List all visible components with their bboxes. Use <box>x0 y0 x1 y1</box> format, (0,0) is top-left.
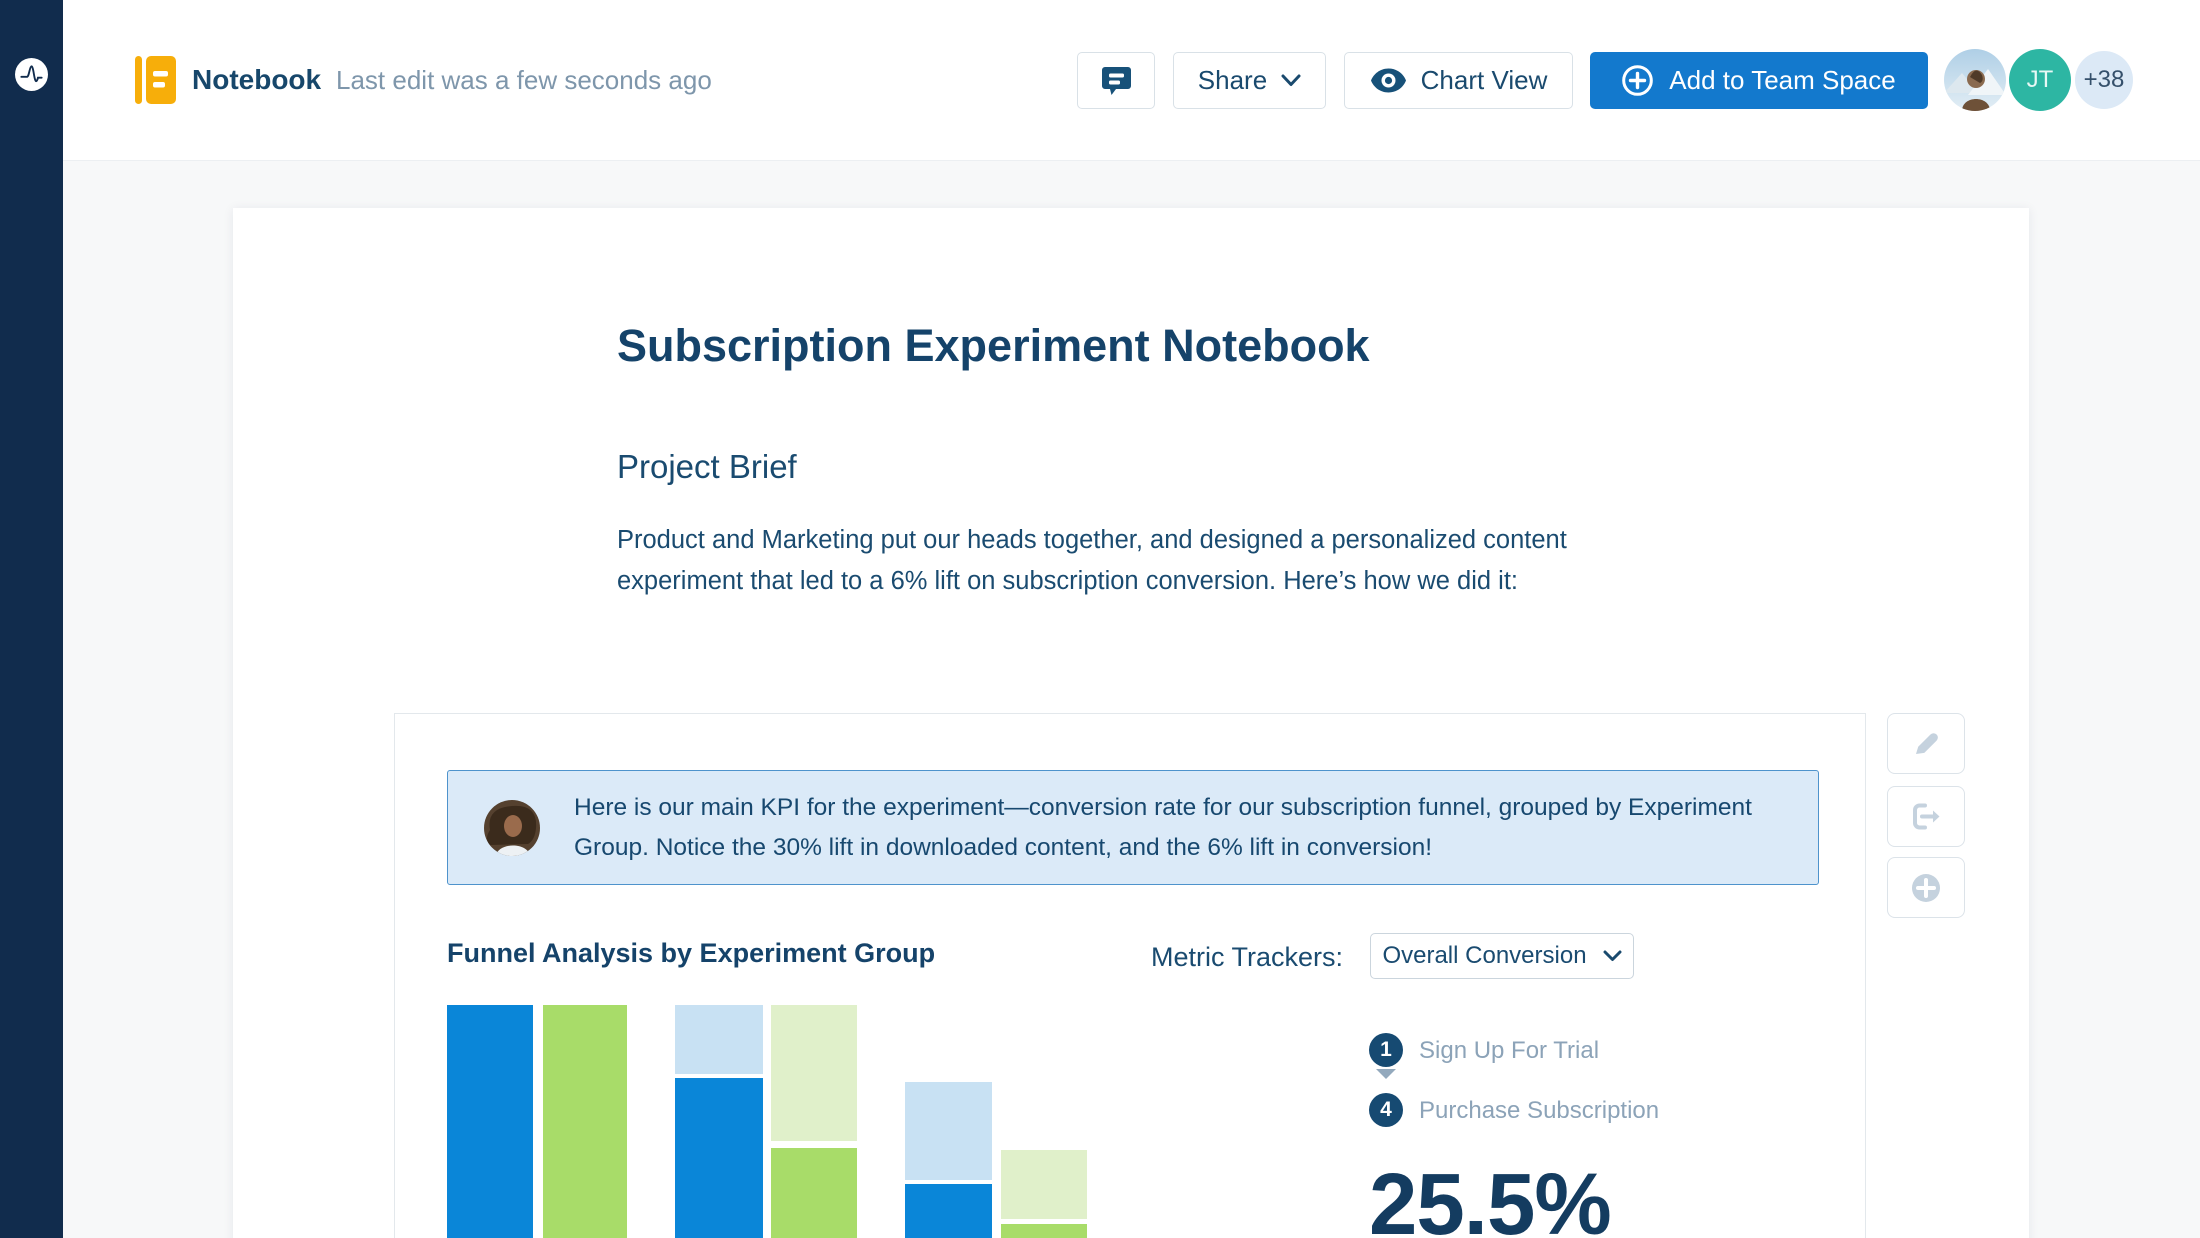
funnel-step-number: 1 <box>1380 1038 1392 1061</box>
funnel-bar-step2-green-dropoff[interactable] <box>771 1005 857 1141</box>
document-title: Subscription Experiment Notebook <box>617 320 1370 371</box>
comment-callout[interactable]: Here is our main KPI for the experiment—… <box>447 770 1819 885</box>
funnel-bar-step3-green[interactable] <box>1001 1224 1087 1238</box>
metric-tracker-selected-value: Overall Conversion <box>1382 942 1587 969</box>
add-to-team-space-button[interactable]: Add to Team Space <box>1590 52 1928 109</box>
funnel-bar-step2-blue[interactable] <box>675 1078 763 1238</box>
collaborator-overflow-count[interactable]: +38 <box>2075 51 2133 109</box>
funnel-bar-step3-blue[interactable] <box>905 1184 992 1238</box>
avatar-overflow-text: +38 <box>2083 66 2125 93</box>
avatar-initials-text: JT <box>2026 66 2054 93</box>
add-block-button[interactable] <box>1887 857 1965 918</box>
comment-text: Here is our main KPI for the experiment—… <box>574 793 1752 861</box>
funnel-bar-step1-green[interactable] <box>543 1005 627 1238</box>
funnel-bar-step1-blue[interactable] <box>447 1005 533 1238</box>
metric-tracker-select[interactable]: Overall Conversion <box>1370 933 1634 979</box>
chart-view-button[interactable]: Chart View <box>1344 52 1573 109</box>
notebook-document: Subscription Experiment Notebook Project… <box>233 208 2029 1238</box>
section-body-text: Product and Marketing put our heads toge… <box>617 526 1567 595</box>
page-title: Notebook <box>192 64 322 95</box>
chart-block: Here is our main KPI for the experiment—… <box>394 713 1866 1238</box>
eye-icon <box>1370 68 1406 93</box>
funnel-step-number-badge: 4 <box>1369 1093 1403 1127</box>
export-block-button[interactable] <box>1887 786 1965 847</box>
chevron-down-icon <box>1281 74 1301 86</box>
funnel-bar-step2-blue-dropoff[interactable] <box>675 1005 763 1074</box>
plus-circle-icon <box>1622 65 1654 96</box>
comment-bubble-icon <box>1101 67 1131 95</box>
add-to-team-space-label: Add to Team Space <box>1669 65 1896 95</box>
section-heading: Project Brief <box>617 448 797 485</box>
chart-view-label: Chart View <box>1420 65 1548 95</box>
left-nav-rail <box>0 0 63 1238</box>
triangle-down-icon <box>1376 1069 1396 1079</box>
comment-author-avatar <box>484 800 540 856</box>
chart-title: Funnel Analysis by Experiment Group <box>447 938 936 968</box>
funnel-bar-step3-blue-dropoff[interactable] <box>905 1082 992 1180</box>
funnel-bar-step2-green[interactable] <box>771 1148 857 1238</box>
share-button[interactable]: Share <box>1173 52 1326 109</box>
funnel-step-label: Sign Up For Trial <box>1419 1037 1600 1064</box>
funnel-step-number: 4 <box>1380 1098 1392 1121</box>
overall-conversion-value: 25.5% <box>1369 1156 1612 1238</box>
edit-block-button[interactable] <box>1887 713 1965 774</box>
comment-avatar-image <box>484 800 540 856</box>
plus-circle-icon <box>1912 873 1940 902</box>
export-icon <box>1912 803 1939 830</box>
collaborator-avatar-initials[interactable]: JT <box>2009 49 2071 111</box>
last-edit-status: Last edit was a few seconds ago <box>336 64 712 95</box>
funnel-step-number-badge: 1 <box>1369 1033 1403 1067</box>
avatar-photo-image <box>1944 49 2006 111</box>
notebook-icon <box>135 56 176 104</box>
top-header: Notebook Last edit was a few seconds ago… <box>63 0 2200 161</box>
pencil-icon <box>1915 733 1938 754</box>
amplitude-waveform-icon <box>20 65 43 83</box>
metric-trackers-label: Metric Trackers: <box>1151 942 1344 972</box>
share-button-label: Share <box>1197 65 1268 95</box>
chevron-down-icon <box>1603 950 1622 961</box>
comments-button[interactable] <box>1077 52 1155 109</box>
funnel-bar-step3-green-dropoff[interactable] <box>1001 1150 1087 1219</box>
collaborator-avatar-photo[interactable] <box>1944 49 2006 111</box>
amplitude-logo[interactable] <box>15 58 48 91</box>
funnel-step-label: Purchase Subscription <box>1419 1097 1660 1124</box>
